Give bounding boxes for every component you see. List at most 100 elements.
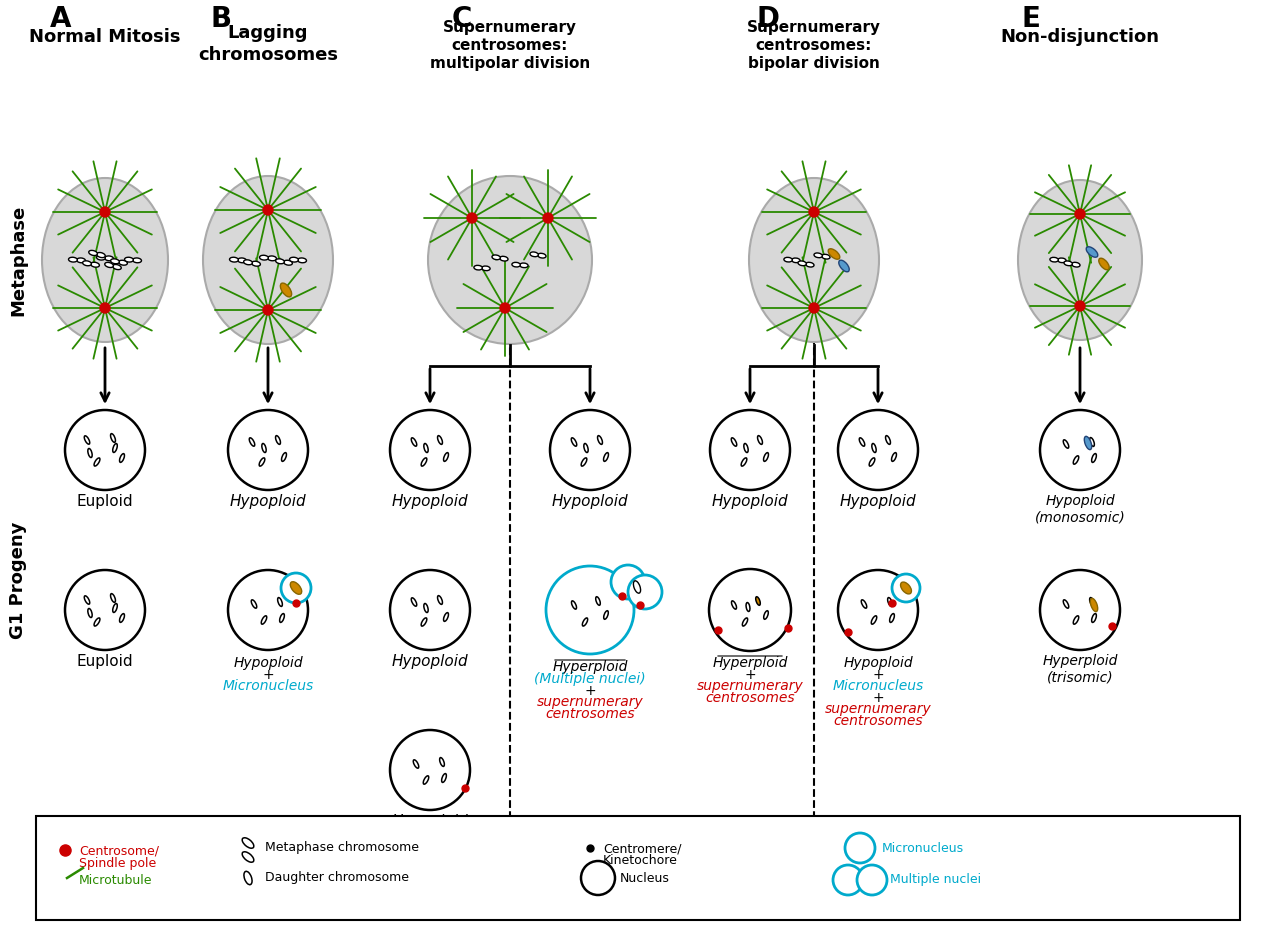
Ellipse shape — [764, 611, 768, 619]
Text: Hyperploid
(trisomic): Hyperploid (trisomic) — [1042, 654, 1117, 684]
Ellipse shape — [805, 262, 814, 267]
Text: Hypoploid: Hypoploid — [392, 494, 468, 509]
Circle shape — [1039, 570, 1120, 650]
Ellipse shape — [88, 250, 97, 256]
Ellipse shape — [755, 597, 760, 605]
Ellipse shape — [442, 774, 447, 782]
Ellipse shape — [520, 263, 529, 268]
Circle shape — [100, 207, 110, 217]
Ellipse shape — [42, 178, 168, 342]
Circle shape — [262, 205, 273, 215]
Ellipse shape — [242, 852, 253, 862]
Ellipse shape — [438, 435, 443, 445]
Ellipse shape — [892, 453, 896, 462]
Ellipse shape — [474, 265, 483, 270]
Ellipse shape — [439, 758, 444, 766]
Circle shape — [390, 410, 470, 490]
Text: Hypoploid: Hypoploid — [229, 494, 306, 509]
Ellipse shape — [105, 262, 114, 268]
Circle shape — [833, 865, 863, 895]
Ellipse shape — [731, 438, 737, 446]
Text: Euploid: Euploid — [77, 654, 133, 669]
Ellipse shape — [838, 260, 849, 272]
Text: +: + — [584, 684, 595, 698]
Text: Hyperploid: Hyperploid — [552, 660, 627, 674]
Text: +: + — [262, 668, 274, 682]
Circle shape — [100, 303, 110, 313]
Ellipse shape — [869, 458, 874, 466]
Circle shape — [611, 565, 645, 599]
Text: Daughter chromosome: Daughter chromosome — [265, 871, 410, 885]
Text: centrosomes: centrosomes — [545, 707, 635, 721]
Circle shape — [838, 570, 918, 650]
Ellipse shape — [1073, 616, 1079, 624]
Ellipse shape — [93, 618, 100, 626]
Text: Non-disjunction: Non-disjunction — [1001, 28, 1160, 46]
Text: +: + — [872, 691, 883, 705]
Ellipse shape — [886, 435, 891, 445]
Ellipse shape — [133, 258, 142, 263]
Ellipse shape — [113, 264, 122, 270]
Ellipse shape — [113, 444, 118, 452]
Text: Spindle pole: Spindle pole — [79, 857, 156, 870]
Text: Micronucleus: Micronucleus — [223, 679, 314, 693]
Ellipse shape — [1084, 436, 1092, 449]
Ellipse shape — [280, 283, 292, 297]
Ellipse shape — [582, 618, 588, 626]
Ellipse shape — [859, 438, 865, 446]
Circle shape — [710, 410, 790, 490]
Ellipse shape — [252, 261, 260, 266]
Ellipse shape — [275, 435, 280, 445]
Ellipse shape — [634, 581, 640, 593]
Ellipse shape — [268, 256, 276, 260]
Ellipse shape — [261, 616, 266, 624]
Ellipse shape — [411, 438, 417, 446]
Ellipse shape — [262, 444, 266, 452]
Ellipse shape — [791, 258, 800, 262]
Ellipse shape — [584, 444, 589, 452]
Circle shape — [1039, 410, 1120, 490]
Ellipse shape — [84, 596, 90, 604]
Text: Lagging
chromosomes: Lagging chromosomes — [198, 24, 338, 64]
Ellipse shape — [424, 444, 429, 452]
Ellipse shape — [872, 616, 877, 624]
Circle shape — [390, 730, 470, 810]
Ellipse shape — [424, 776, 429, 784]
Ellipse shape — [282, 453, 287, 462]
Text: E: E — [1021, 5, 1041, 33]
Text: Kinetochore: Kinetochore — [603, 854, 678, 867]
Text: Hyperploid: Hyperploid — [712, 656, 787, 670]
Ellipse shape — [1057, 258, 1066, 262]
Ellipse shape — [119, 614, 124, 622]
Ellipse shape — [1089, 438, 1094, 446]
Ellipse shape — [1071, 262, 1080, 267]
Circle shape — [282, 573, 311, 603]
Text: Hypoploid: Hypoploid — [840, 494, 916, 509]
Ellipse shape — [1087, 247, 1098, 258]
Ellipse shape — [581, 458, 586, 466]
Ellipse shape — [91, 262, 100, 267]
Ellipse shape — [1089, 598, 1094, 606]
Ellipse shape — [828, 249, 840, 259]
Circle shape — [228, 570, 308, 650]
Ellipse shape — [204, 176, 333, 344]
Ellipse shape — [284, 260, 292, 265]
Text: Euploid: Euploid — [77, 494, 133, 509]
Ellipse shape — [88, 608, 92, 618]
Circle shape — [65, 570, 145, 650]
Circle shape — [65, 410, 145, 490]
Ellipse shape — [244, 871, 252, 885]
Ellipse shape — [444, 453, 448, 462]
Text: centrosomes: centrosomes — [705, 691, 795, 705]
Ellipse shape — [84, 436, 90, 445]
Ellipse shape — [243, 259, 252, 265]
Text: (Multiple nuclei): (Multiple nuclei) — [534, 672, 646, 686]
Ellipse shape — [783, 258, 792, 262]
Ellipse shape — [93, 458, 100, 466]
Text: Supernumerary
centrosomes:
bipolar division: Supernumerary centrosomes: bipolar divis… — [748, 20, 881, 71]
Ellipse shape — [1092, 614, 1097, 622]
Ellipse shape — [530, 252, 539, 257]
Ellipse shape — [872, 444, 877, 452]
Text: Normal Mitosis: Normal Mitosis — [29, 28, 180, 46]
Ellipse shape — [1064, 440, 1069, 448]
